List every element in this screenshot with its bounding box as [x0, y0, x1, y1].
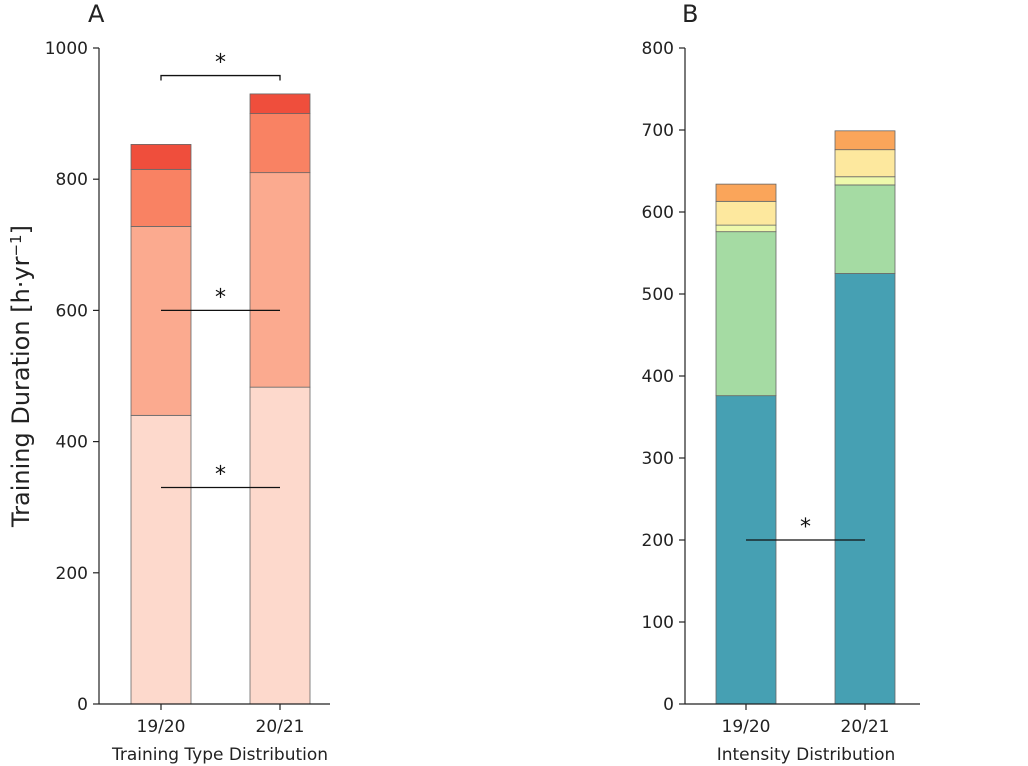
bar-segment-other-19-20 [130, 144, 192, 170]
bar-segment-zone-4-19-20 [715, 200, 777, 226]
bar-segment-strength-19-20 [130, 168, 192, 227]
bar-segment-zone-5-19-20 [715, 183, 777, 202]
x-tick-label: 19/20 [722, 717, 771, 737]
bar-segment-non-specific-endurance-19-20 [130, 226, 192, 416]
panel-a-x-axis-title: Training Type Distribution [111, 745, 328, 765]
y-tick-label: 300 [642, 449, 674, 469]
y-tick-label: 600 [56, 301, 88, 321]
panel-a-significance: * * * [160, 51, 281, 489]
significance-star: * [215, 463, 226, 488]
bar-segment-zone-1-19-20 [715, 395, 777, 705]
y-tick-label: 500 [642, 285, 674, 305]
bar-segment-zone-2-20-21 [834, 184, 896, 274]
bar-segment-zone-4-20-21 [834, 149, 896, 178]
bar-segment-zone-5-20-21 [834, 130, 896, 151]
bar-segment-zone-2-19-20 [715, 231, 777, 397]
panel-b-x-axis-title: Intensity Distribution [717, 745, 896, 765]
y-tick-label: 800 [642, 39, 674, 59]
significance-star: * [800, 515, 811, 540]
chart-panel-a: A 0 200 400 600 800 1000 19/20 20/21 * * * Traini… [45, 0, 330, 765]
y-tick-label: 600 [642, 203, 674, 223]
bar-segment-zone-1-20-21 [834, 273, 896, 705]
bar-segment-non-specific-endurance-20-21 [249, 172, 311, 388]
bar-segment-specific-endurance-20-21 [249, 386, 311, 705]
x-tick-label: 20/21 [256, 717, 305, 737]
y-tick-label: 700 [642, 121, 674, 141]
panel-b-bars [715, 130, 896, 705]
y-tick-label: 1000 [45, 39, 88, 59]
panel-letter-b: B [682, 0, 698, 28]
panel-b-axes: 0 100 200 300 400 500 600 700 800 19/20 20/21 [642, 39, 920, 737]
bar-segment-zone-3-19-20 [715, 224, 777, 233]
significance-star: * [215, 51, 226, 76]
y-axis-title: Training Duration [h·yr−1] [7, 225, 35, 528]
y-tick-label: 800 [56, 170, 88, 190]
panel-a-bars [130, 93, 311, 705]
significance-bracket [160, 74, 281, 81]
x-tick-label: 19/20 [137, 717, 186, 737]
bar-segment-specific-endurance-19-20 [130, 414, 192, 705]
panel-b-significance: * [746, 515, 865, 541]
y-tick-label: 400 [642, 367, 674, 387]
bar-segment-zone-3-20-21 [834, 176, 896, 186]
x-tick-label: 20/21 [841, 717, 890, 737]
bar-segment-strength-20-21 [249, 113, 311, 174]
panel-a-axes: 0 200 400 600 800 1000 19/20 20/21 [45, 39, 330, 737]
bar-segment-other-20-21 [249, 93, 311, 114]
y-tick-label: 400 [56, 433, 88, 453]
panel-letter-a: A [88, 0, 105, 28]
significance-star: * [215, 285, 226, 310]
y-tick-label: 0 [663, 695, 674, 715]
y-tick-label: 200 [642, 531, 674, 551]
y-tick-label: 200 [56, 564, 88, 584]
y-tick-label: 0 [77, 695, 88, 715]
y-tick-label: 100 [642, 613, 674, 633]
